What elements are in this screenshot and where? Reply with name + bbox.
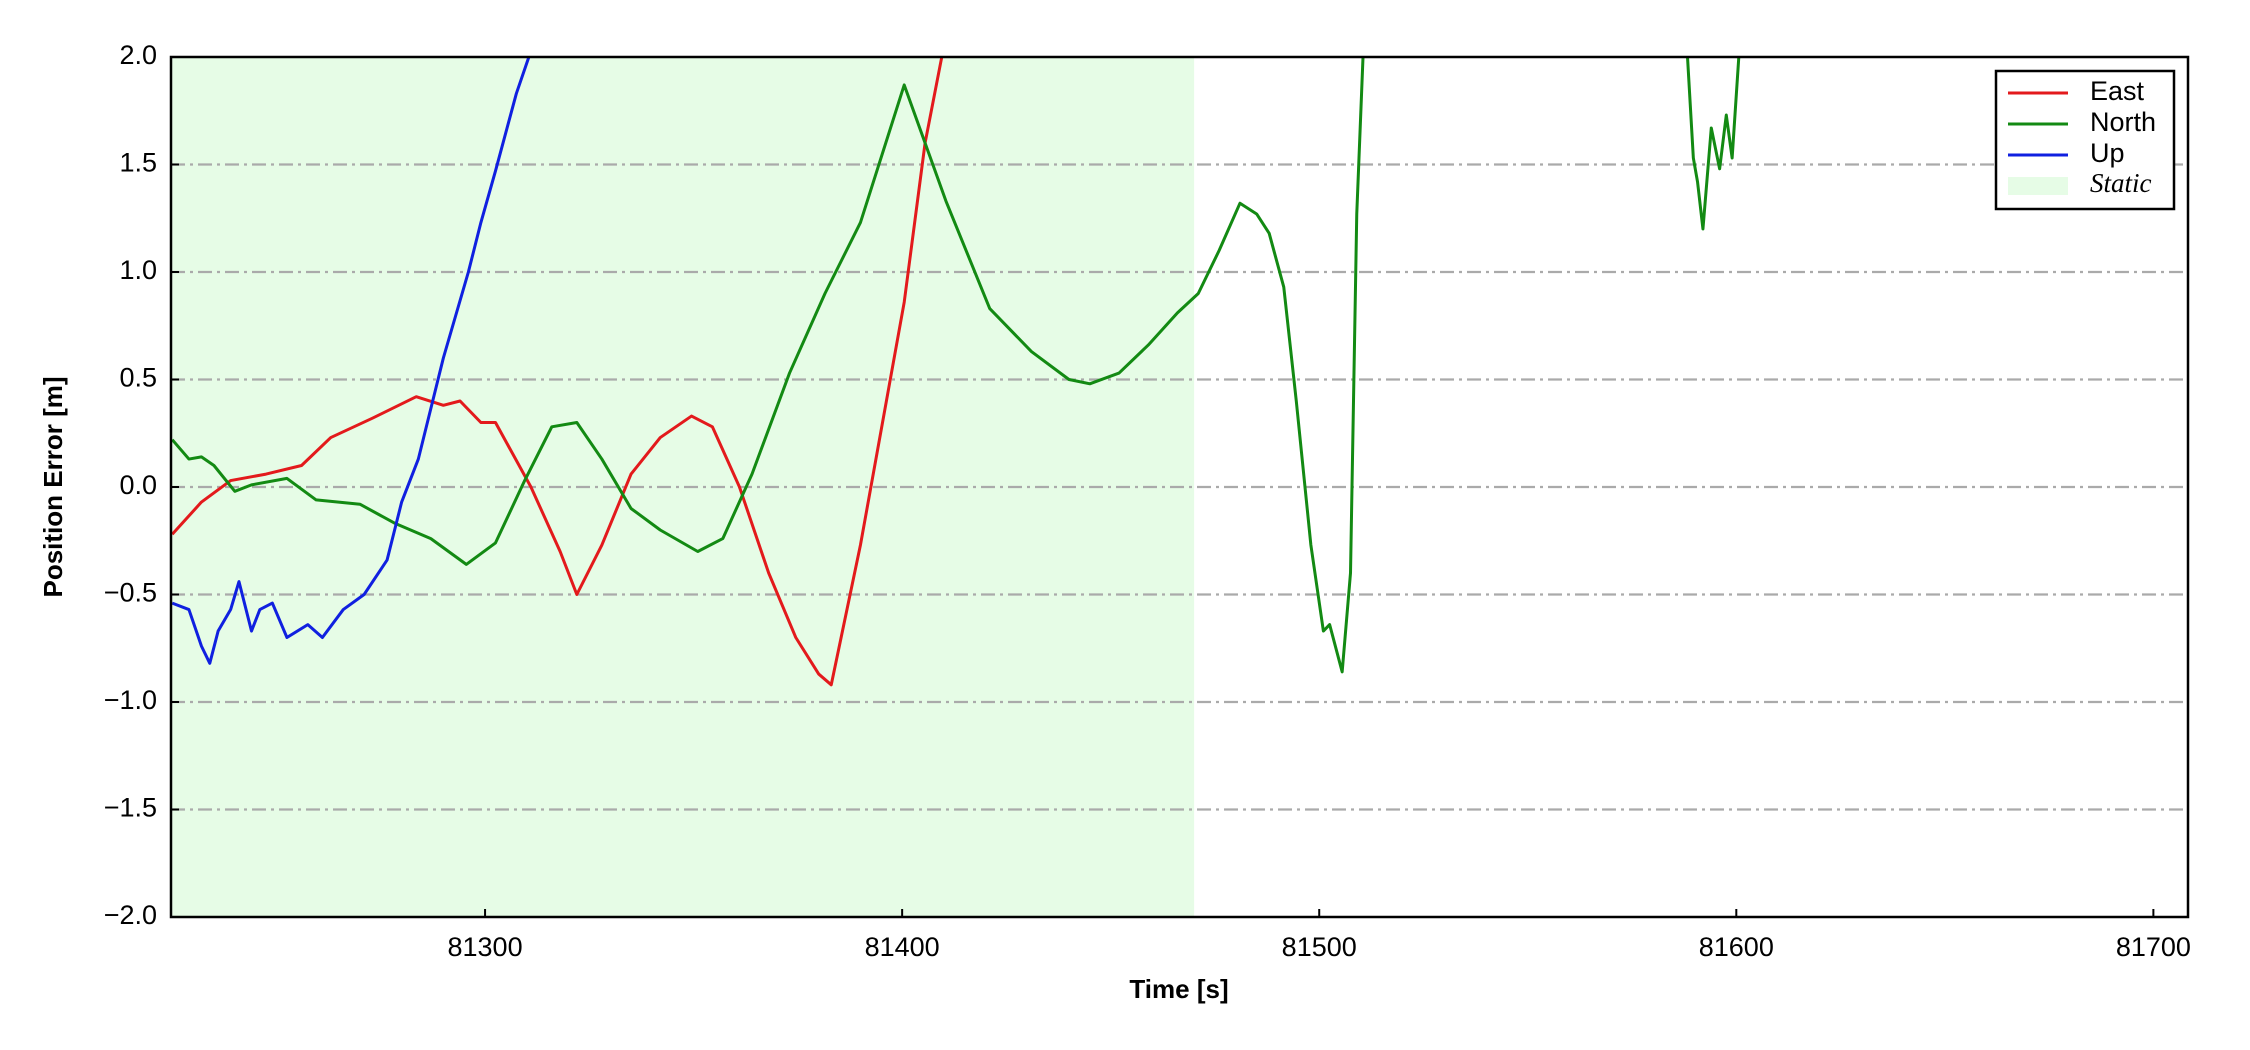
legend-label: East (2090, 76, 2145, 106)
x-tick-label: 81500 (1282, 932, 1357, 962)
series-line (171, 57, 944, 687)
y-tick-label: −2.0 (104, 900, 157, 930)
x-tick-label: 81700 (2116, 932, 2191, 962)
y-tick-label: 1.0 (119, 255, 157, 285)
y-axis-label: Position Error [m] (38, 376, 68, 597)
y-tick-label: 1.5 (119, 148, 157, 178)
y-tick-label: −1.5 (104, 793, 157, 823)
y-tick-label: −0.5 (104, 578, 157, 608)
y-tick-label: 0.0 (119, 470, 157, 500)
grid (171, 163, 2188, 811)
x-tick-label: 81400 (865, 932, 940, 962)
lines (171, 57, 1741, 687)
legend-label: North (2090, 107, 2156, 137)
x-axis-label: Time [s] (1129, 974, 1228, 1004)
x-tick-label: 81600 (1699, 932, 1774, 962)
y-tick-label: −1.0 (104, 685, 157, 715)
y-tick-label: 0.5 (119, 363, 157, 393)
legend-label: Static (2090, 168, 2152, 198)
legend-swatch (2008, 177, 2068, 195)
legend-label: Up (2090, 138, 2125, 168)
series-line (171, 57, 1741, 674)
series-line (171, 57, 531, 665)
x-tick-label: 81300 (448, 932, 523, 962)
y-tick-label: 2.0 (119, 40, 157, 70)
ticks: −2.0 −1.5 −1.0 −0.5 0.0 0.5 1.0 1.5 2.0 81300 8140… (104, 40, 2191, 962)
